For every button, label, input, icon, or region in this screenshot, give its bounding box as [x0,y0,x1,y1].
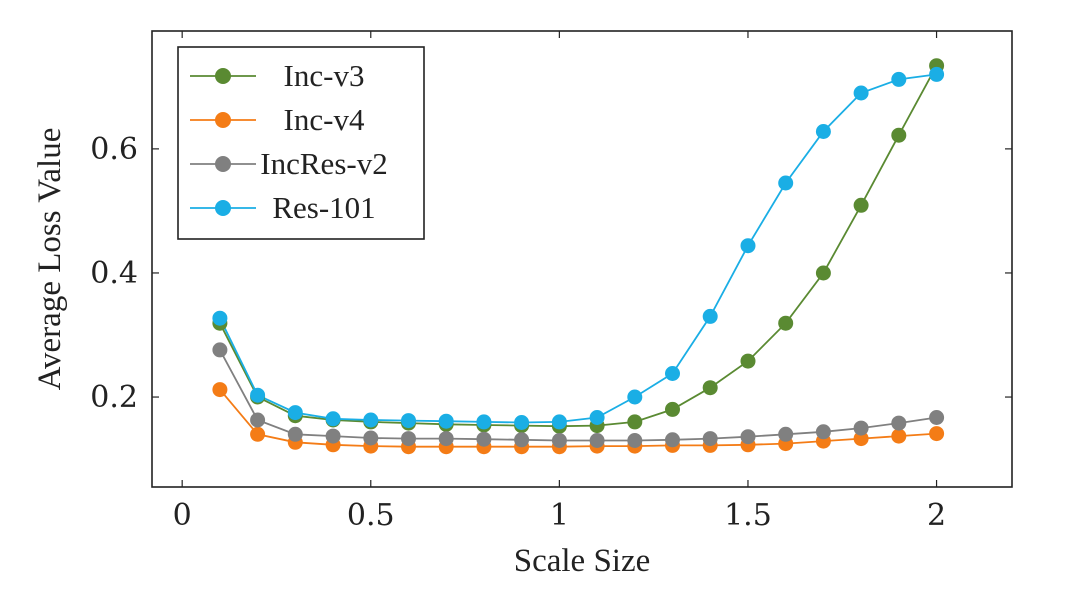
data-point-2-8 [514,432,530,448]
data-point-0-18 [891,127,907,143]
data-point-0-15 [778,315,794,331]
data-point-2-7 [476,431,492,447]
legend: Inc-v3 Inc-v4 IncRes-v2 Res-101 [177,46,425,240]
data-point-3-19 [929,66,945,82]
data-point-3-5 [401,413,416,429]
data-point-2-4 [363,430,379,446]
data-point-3-1 [250,387,266,403]
data-point-3-13 [702,308,718,324]
y-tick-label: 0.2 [90,380,138,415]
data-point-3-3 [325,411,341,427]
series-markers [212,58,945,455]
data-point-2-15 [778,426,794,442]
y-axis-label: Average Loss Value [32,128,68,391]
plot-frame [151,30,1013,488]
x-tick-label: 1.5 [724,498,772,533]
y-tick-label: 0.6 [90,132,138,167]
data-point-0-13 [702,380,718,396]
data-point-1-19 [929,426,945,442]
y-tick-label: 0.4 [90,256,138,291]
data-point-0-16 [815,265,831,281]
legend-label: IncRes-v2 [260,146,387,181]
x-ticks: 0 0.5 1 1.5 2 [173,31,946,533]
data-point-2-3 [325,428,341,444]
x-tick-label: 0 [173,498,192,533]
data-point-2-16 [815,424,831,440]
data-point-2-5 [401,431,416,447]
data-point-3-17 [853,85,869,101]
data-point-2-11 [627,433,643,448]
data-point-0-17 [853,197,869,213]
data-point-1-1 [250,426,266,442]
data-point-0-14 [740,353,756,369]
data-point-2-1 [250,412,266,428]
data-point-1-18 [891,428,907,444]
data-point-3-0 [212,310,228,326]
data-point-3-8 [514,415,530,430]
data-point-2-13 [702,431,718,447]
data-point-3-6 [438,413,454,429]
data-point-3-14 [740,238,756,254]
x-tick-label: 0.5 [347,498,395,533]
legend-label: Inc-v4 [284,102,365,137]
data-point-3-12 [665,366,680,381]
legend-swatch-marker [215,112,231,128]
data-point-2-6 [438,431,454,447]
data-point-3-9 [551,414,567,430]
data-point-2-0 [212,342,228,358]
x-axis-label: Scale Size [514,543,651,579]
data-point-0-12 [665,401,680,417]
data-point-0-11 [627,414,643,430]
data-point-3-15 [778,175,794,191]
data-point-3-11 [627,389,643,405]
legend-swatch-marker [215,200,231,216]
legend-swatch-marker [215,68,231,84]
x-tick-label: 2 [927,498,946,533]
legend-label: Res-101 [272,190,375,225]
data-point-3-10 [589,410,605,425]
data-point-2-12 [665,432,680,448]
data-point-2-19 [929,410,945,425]
data-point-1-17 [853,431,869,447]
data-point-2-14 [740,429,756,445]
data-point-2-18 [891,415,907,431]
legend-swatch-marker [215,156,231,172]
data-point-3-18 [891,71,907,87]
legend-label: Inc-v3 [284,58,365,93]
data-point-1-0 [212,382,228,398]
data-point-3-4 [363,412,379,428]
data-point-3-16 [815,124,831,139]
data-point-2-9 [551,433,567,448]
data-point-3-2 [287,405,303,421]
data-point-2-2 [287,426,303,442]
data-point-2-17 [853,420,869,436]
data-point-2-10 [589,433,605,448]
y-ticks: 0.2 0.4 0.6 [90,132,1012,415]
series-line-2 [219,349,937,442]
x-tick-label: 1 [550,498,569,533]
data-point-3-7 [476,414,492,430]
